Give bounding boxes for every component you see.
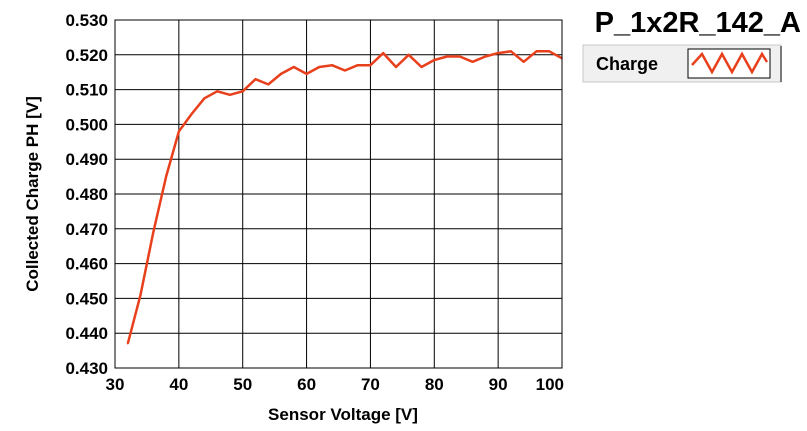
data-point	[241, 90, 244, 93]
data-point	[395, 66, 397, 68]
x-tick-label: 40	[169, 375, 188, 394]
data-point	[510, 50, 512, 53]
x-tick-labels: 30 40 50 60 70 80 90 100	[106, 375, 564, 394]
data-point	[216, 90, 218, 93]
y-tick-label: 0.500	[65, 115, 108, 134]
data-point	[433, 59, 436, 61]
data-point	[331, 64, 333, 67]
x-axis-title: Sensor Voltage [V]	[268, 405, 418, 424]
x-tick-label: 100	[536, 375, 564, 394]
data-point	[497, 52, 499, 54]
data-point	[407, 54, 410, 56]
x-tick-label: 50	[233, 375, 252, 394]
data-point	[165, 175, 167, 178]
data-point	[382, 52, 385, 54]
y-tick-label: 0.470	[65, 220, 108, 239]
y-tick-label: 0.480	[65, 185, 108, 204]
data-point	[152, 231, 155, 234]
x-tick-label: 90	[489, 375, 508, 394]
data-point	[535, 50, 538, 53]
x-tick-label: 30	[106, 375, 125, 394]
chart-title: P_1x2R_142_A	[595, 7, 801, 39]
data-point	[293, 66, 295, 68]
data-point	[548, 50, 551, 53]
data-point	[126, 342, 129, 345]
series-layer	[126, 50, 563, 345]
y-axis-title: Collected Charge PH [V]	[23, 96, 42, 292]
data-point	[190, 113, 193, 115]
legend: Charge	[582, 44, 782, 83]
data-point	[280, 73, 282, 75]
y-tick-label: 0.490	[65, 150, 108, 169]
data-point	[254, 78, 257, 80]
data-point	[356, 64, 359, 67]
y-tick-label: 0.520	[65, 46, 108, 65]
data-point	[522, 60, 525, 63]
y-tick-label: 0.460	[65, 255, 108, 274]
data-point	[420, 66, 423, 68]
y-tick-label: 0.530	[65, 11, 108, 30]
data-point	[178, 130, 180, 133]
data-point	[305, 73, 308, 75]
data-point	[318, 66, 321, 68]
data-point	[369, 64, 372, 67]
data-point	[229, 94, 231, 96]
x-tick-label: 70	[361, 375, 380, 394]
data-point	[267, 83, 270, 86]
data-point	[484, 55, 487, 58]
data-point	[446, 55, 448, 58]
y-tick-label: 0.510	[65, 81, 108, 100]
data-point	[203, 97, 206, 100]
y-tick-label: 0.430	[65, 359, 108, 378]
data-point	[471, 60, 474, 63]
x-tick-label: 60	[297, 375, 316, 394]
data-point	[344, 69, 346, 72]
y-tick-label: 0.440	[65, 324, 108, 343]
data-point	[139, 294, 142, 296]
data-point	[459, 55, 461, 58]
x-tick-label: 80	[425, 375, 444, 394]
y-tick-labels: 0.430 0.440 0.450 0.460 0.470 0.480 0.490 0.500…	[65, 11, 108, 378]
legend-series-label: Charge	[596, 54, 658, 74]
y-tick-label: 0.450	[65, 289, 108, 308]
plot-frame	[114, 19, 563, 369]
legend-series-swatch	[691, 51, 769, 75]
